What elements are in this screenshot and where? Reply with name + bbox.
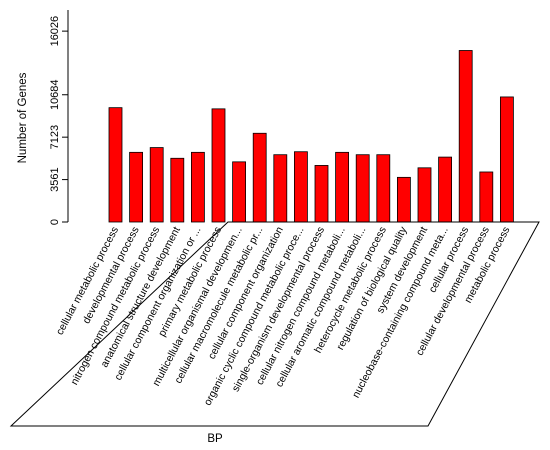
bar (396, 176, 411, 223)
bar (293, 151, 308, 223)
y-tick-label: 16026 (49, 16, 61, 47)
bar (438, 156, 453, 223)
bar (376, 154, 391, 223)
bar (314, 165, 329, 223)
bar (335, 151, 350, 223)
bar (355, 154, 370, 223)
y-tick-label: 10684 (49, 79, 61, 110)
x-axis-title: BP (207, 433, 223, 445)
category-labels: cellular metabolic processdevelopmental … (54, 224, 513, 408)
category-label: nitrogen compound metabolic process (68, 225, 162, 387)
bar (108, 107, 123, 223)
bar (170, 157, 185, 223)
bars (108, 50, 514, 223)
bar (149, 147, 164, 223)
y-axis: 0 3561 7123 10684 16026 (49, 10, 69, 225)
x-axis-frame (9, 221, 540, 427)
bar (479, 171, 494, 223)
y-tick-label: 7123 (49, 125, 61, 149)
bar (129, 151, 144, 223)
bar (458, 50, 473, 223)
y-axis-title: Number of Genes (17, 72, 29, 163)
bar (252, 132, 267, 223)
y-ticks: 0 3561 7123 10684 16026 (49, 16, 68, 225)
y-tick-label: 0 (49, 219, 61, 225)
bar (417, 167, 432, 223)
bar (211, 108, 226, 223)
y-tick-label: 3561 (49, 167, 61, 191)
bar (232, 161, 247, 223)
bar (499, 96, 514, 223)
bar (190, 151, 205, 223)
bar (273, 154, 288, 223)
